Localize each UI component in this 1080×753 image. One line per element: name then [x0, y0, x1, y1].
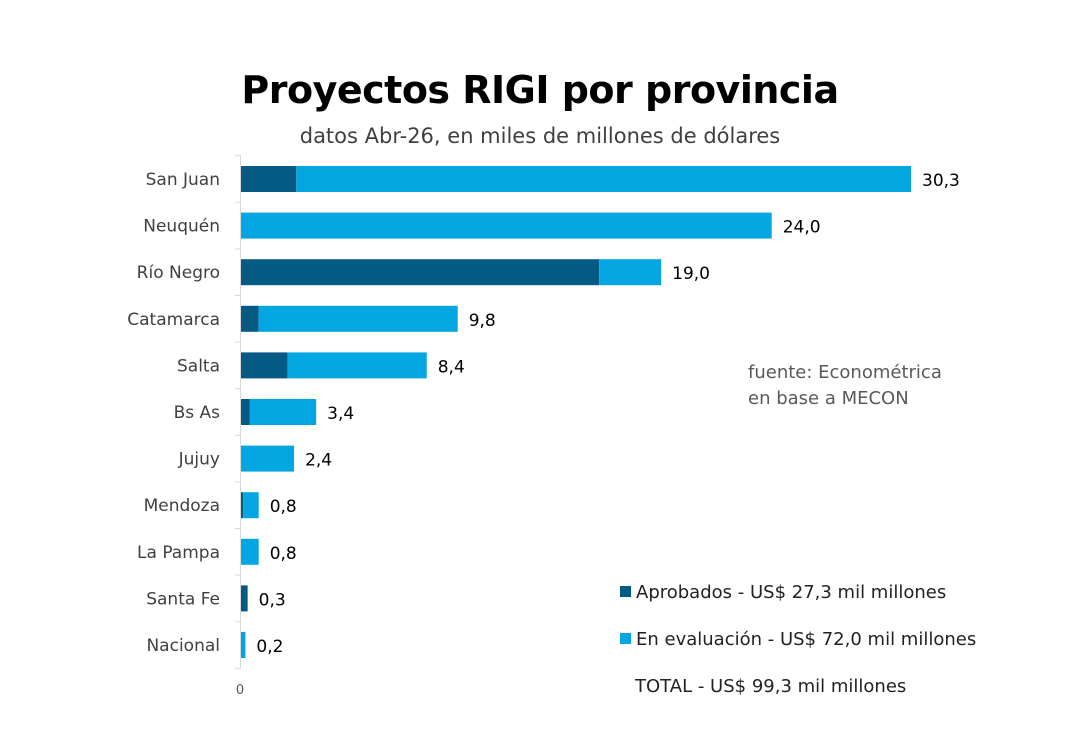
bar-segment-evaluation	[241, 632, 246, 658]
data-label: 0,8	[270, 497, 297, 517]
bar-segment-evaluation	[241, 212, 772, 239]
data-label: 24,0	[783, 218, 821, 238]
bar-segment-evaluation	[249, 399, 317, 425]
legend-item-approved: Aprobados - US$ 27,3 mil millones	[620, 582, 946, 603]
data-label: 0,3	[259, 590, 286, 610]
legend-label-approved: Aprobados - US$ 27,3 mil millones	[636, 582, 947, 603]
category-label: Bs As	[174, 403, 221, 423]
category-label: Catamarca	[127, 310, 220, 330]
category-label: Nacional	[146, 636, 220, 656]
category-label: Neuquén	[143, 217, 220, 237]
category-label: Jujuy	[178, 450, 220, 470]
bar-segment-evaluation	[296, 166, 911, 192]
category-label: Salta	[177, 356, 220, 376]
chart-subtitle: datos Abr-26, en miles de millones de dó…	[299, 124, 781, 148]
bar-segment-evaluation	[287, 352, 427, 379]
bar-segment-approved	[241, 166, 297, 192]
legend-label-evaluation: En evaluación - US$ 72,0 mil millones	[636, 629, 977, 650]
data-label: 9,8	[469, 311, 496, 331]
bar-segment-evaluation	[243, 492, 259, 519]
data-label: 2,4	[305, 451, 332, 471]
data-label: 8,4	[438, 357, 465, 377]
data-label: 30,3	[922, 171, 960, 191]
legend-swatch-approved	[620, 585, 631, 597]
category-label: La Pampa	[137, 543, 220, 563]
bar-segment-approved	[241, 259, 600, 286]
bar-segment-evaluation	[241, 538, 259, 565]
category-label: Mendoza	[144, 496, 220, 516]
source-line-1: fuente: Econométrica	[748, 362, 942, 383]
data-label: 0,8	[270, 544, 297, 564]
data-label: 0,2	[256, 637, 283, 657]
data-label: 19,0	[672, 264, 710, 284]
bar-segment-evaluation	[599, 259, 662, 286]
bar-segment-evaluation	[241, 445, 295, 472]
bar-segment-approved	[241, 305, 259, 332]
category-label: San Juan	[146, 170, 220, 190]
bar-segment-approved	[241, 492, 244, 519]
source-note: fuente: Econométrica en base a MECON	[748, 360, 942, 412]
category-label: Santa Fe	[146, 589, 220, 609]
source-line-2: en base a MECON	[748, 388, 909, 409]
x-tick-label: 0	[236, 683, 244, 698]
category-label: Río Negro	[137, 263, 220, 283]
legend-swatch-evaluation	[620, 632, 631, 644]
bar-segment-approved	[241, 399, 250, 425]
bar-segment-approved	[241, 352, 288, 379]
legend-item-evaluation: En evaluación - US$ 72,0 mil millones	[620, 629, 976, 650]
bar-segment-evaluation	[258, 305, 458, 332]
chart-title: Proyectos RIGI por provincia	[241, 68, 839, 112]
bar-segment-approved	[241, 585, 248, 612]
data-label: 3,4	[327, 404, 354, 424]
total-note: TOTAL - US$ 99,3 mil millones	[635, 676, 907, 697]
